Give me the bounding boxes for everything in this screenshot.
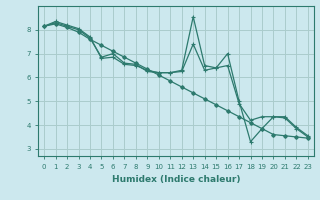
X-axis label: Humidex (Indice chaleur): Humidex (Indice chaleur)	[112, 175, 240, 184]
